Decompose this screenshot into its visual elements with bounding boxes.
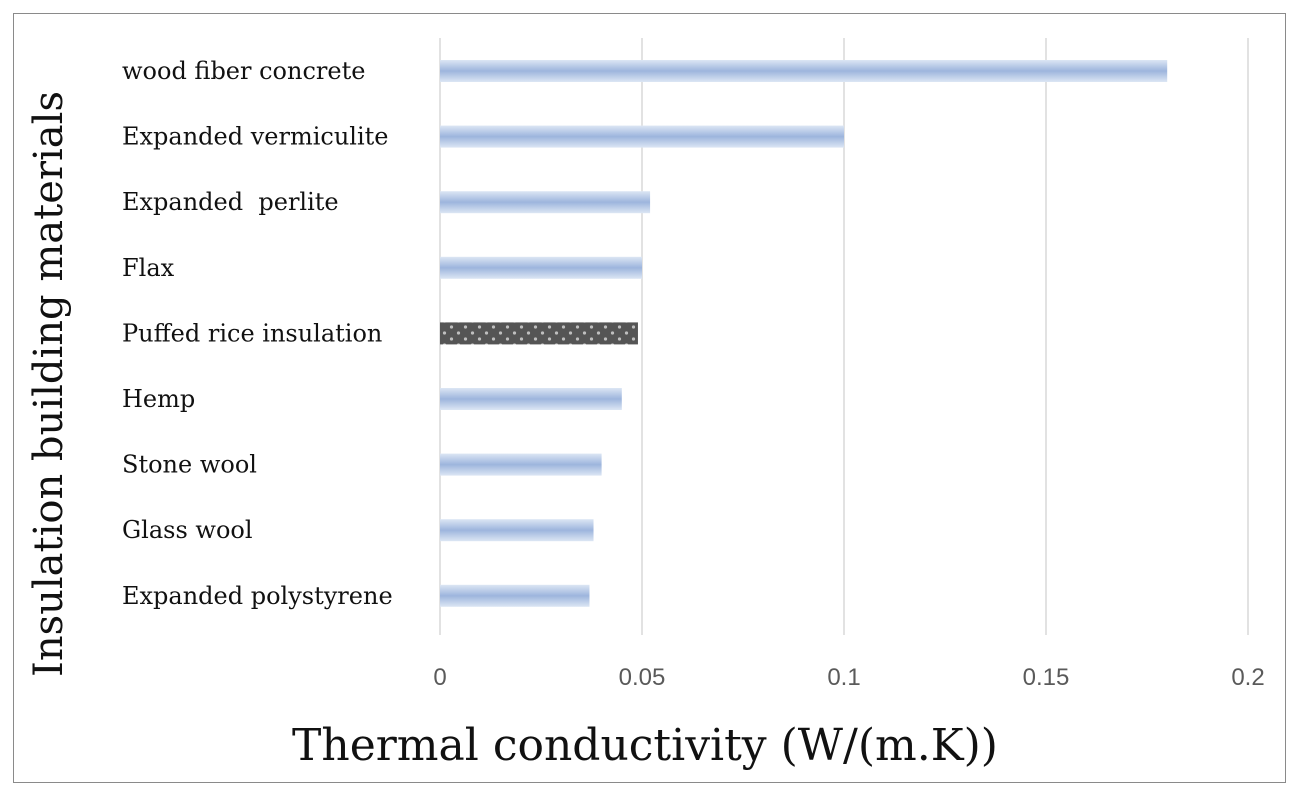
category-labels: wood fiber concrete Expanded vermiculite E… <box>122 57 393 610</box>
y-axis-title: Insulation building materials <box>26 91 72 677</box>
category-label: wood fiber concrete <box>122 57 365 85</box>
category-label: Stone wool <box>122 451 257 479</box>
x-tick-label: 0.1 <box>827 664 860 691</box>
bar <box>440 519 594 542</box>
bar <box>440 388 622 410</box>
bar-highlight <box>440 322 638 345</box>
bars <box>440 60 1168 607</box>
x-tick-label: 0.05 <box>619 664 666 691</box>
category-label: Hemp <box>122 385 195 413</box>
category-label: Expanded vermiculite <box>122 123 389 151</box>
category-label: Expanded polystyrene <box>122 582 393 610</box>
bar <box>440 191 651 214</box>
bar <box>440 584 590 607</box>
category-label: Expanded perlite <box>122 188 339 216</box>
bar <box>440 60 1168 82</box>
category-label: Glass wool <box>122 516 253 544</box>
x-tick-label: 0.2 <box>1231 664 1264 691</box>
x-tick-labels: 0 0.05 0.1 0.15 0.2 <box>433 664 1264 691</box>
x-tick-label: 0 <box>433 664 446 691</box>
category-label: Puffed rice insulation <box>122 319 382 347</box>
category-label: Flax <box>122 254 175 282</box>
bar <box>440 256 642 279</box>
x-tick-label: 0.15 <box>1023 664 1070 691</box>
x-axis-title: Thermal conductivity (W/(m.K)) <box>292 720 998 771</box>
bar <box>440 453 602 476</box>
bar <box>440 125 844 148</box>
